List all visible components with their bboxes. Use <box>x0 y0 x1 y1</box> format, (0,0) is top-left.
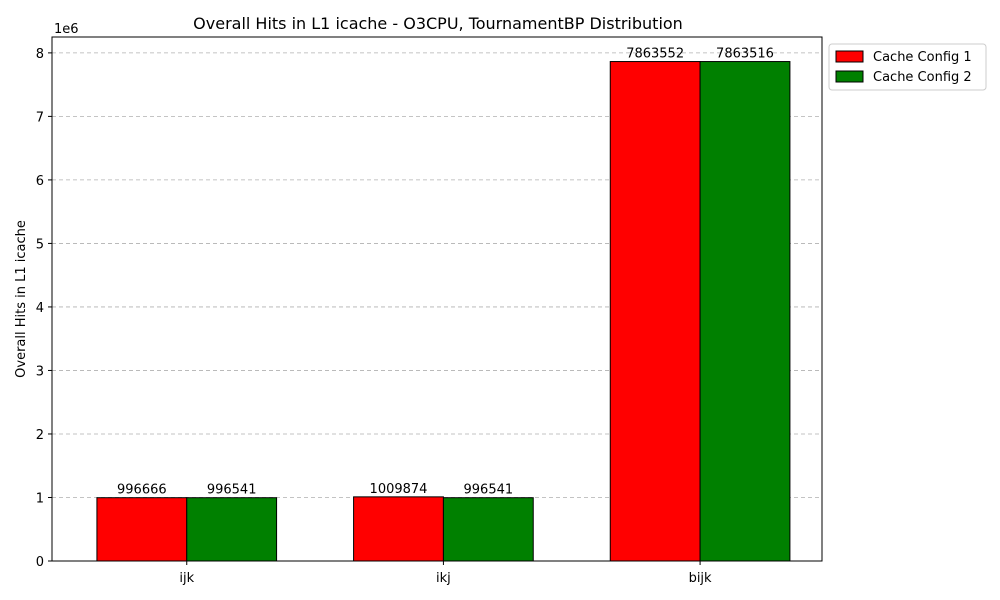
data-label: 7863552 <box>626 47 684 62</box>
y-tick-label: 8 <box>36 47 44 62</box>
plot-frame <box>51 36 823 562</box>
y-tick-label: 5 <box>36 237 44 252</box>
y-tick-label: 0 <box>36 555 44 570</box>
y-tick-label: 4 <box>36 301 44 316</box>
data-label: 1009874 <box>370 482 428 497</box>
legend-swatch <box>835 70 864 83</box>
y-axis-label: Overall Hits in L1 icache <box>14 220 29 378</box>
x-tick-label: ikj <box>436 571 451 586</box>
bar <box>186 497 278 562</box>
legend-swatch <box>835 50 864 63</box>
data-labels: 996666 996541 1009874 996541 7863552 7863516 <box>117 47 774 498</box>
axes: 0 1 2 3 4 5 6 7 8 ijk ikj bijk <box>36 36 823 586</box>
data-label: 996541 <box>207 483 257 498</box>
legend-box <box>828 43 987 91</box>
bar <box>96 497 188 562</box>
y-axis-offset-label: 1e6 <box>54 22 79 37</box>
data-label: 7863516 <box>716 47 774 62</box>
y-tick-label: 1 <box>36 491 44 506</box>
data-label: 996541 <box>464 483 514 498</box>
x-tick-label: ijk <box>179 571 194 586</box>
y-tick-label: 7 <box>36 110 44 125</box>
legend-entry: Cache Config 2 <box>873 70 972 85</box>
x-tick-label: bijk <box>689 571 712 586</box>
bar <box>699 61 791 562</box>
chart-title: Overall Hits in L1 icache - O3CPU, Tourn… <box>193 14 683 33</box>
y-tick-label: 6 <box>36 174 44 189</box>
bar <box>609 61 701 562</box>
y-tick-label: 3 <box>36 364 44 379</box>
legend: Cache Config 1 Cache Config 2 <box>828 43 987 91</box>
legend-entry: Cache Config 1 <box>873 50 972 65</box>
bars <box>96 61 791 562</box>
data-label: 996666 <box>117 483 167 498</box>
bar <box>353 496 444 562</box>
bar <box>442 497 534 562</box>
y-tick-label: 2 <box>36 428 44 443</box>
